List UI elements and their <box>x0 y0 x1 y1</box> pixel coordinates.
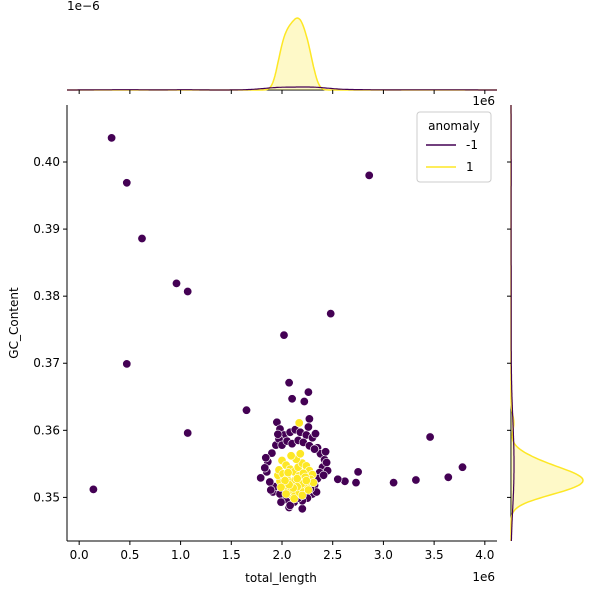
data-point <box>302 476 310 484</box>
data-point <box>300 397 308 405</box>
x-tick-label: 2.5 <box>323 548 342 562</box>
data-point <box>138 234 146 242</box>
x-tick-label: 0.0 <box>70 548 89 562</box>
x-axis-ticks: 0.0 0.5 1.0 1.5 2.0 2.5 3.0 3.5 4.0 <box>70 541 495 562</box>
right-marginal-kde-fill <box>511 105 583 541</box>
data-point <box>184 287 192 295</box>
y-axis-label: GC_Content <box>7 287 21 359</box>
data-point <box>296 450 304 458</box>
x-tick-label: 2.0 <box>272 548 291 562</box>
data-point <box>458 463 466 471</box>
data-point <box>412 476 420 484</box>
legend-label-anomaly-neg1: -1 <box>466 138 478 152</box>
x-tick-label: 0.5 <box>120 548 139 562</box>
data-point <box>305 415 313 423</box>
y-tick-label: 0.38 <box>33 289 60 303</box>
data-point <box>304 486 312 494</box>
y-tick-label: 0.36 <box>33 423 60 437</box>
data-point <box>123 179 131 187</box>
data-point <box>295 419 303 427</box>
data-point <box>319 471 327 479</box>
data-point <box>107 134 115 142</box>
data-point <box>322 458 330 466</box>
scatter-points <box>89 134 466 513</box>
y-tick-label: 0.35 <box>33 490 60 504</box>
data-point <box>184 429 192 437</box>
y-tick-label: 0.37 <box>33 356 60 370</box>
x-tick-label: 1.0 <box>171 548 190 562</box>
data-point <box>304 423 312 431</box>
data-point <box>311 430 319 438</box>
data-point <box>277 498 285 506</box>
x-tick-label: 1.5 <box>222 548 241 562</box>
y-tick-label: 0.39 <box>33 222 60 236</box>
data-point <box>274 430 282 438</box>
x-tick-label: 4.0 <box>475 548 494 562</box>
top-marginal-scale-label: 1e−6 <box>67 0 100 13</box>
data-point <box>266 478 274 486</box>
data-point <box>284 468 292 476</box>
x-axis-scale-label: 1e6 <box>472 570 495 584</box>
data-point <box>290 495 298 503</box>
data-point <box>287 452 295 460</box>
data-point <box>262 454 270 462</box>
legend: anomaly -1 1 <box>417 112 491 182</box>
y-tick-label: 0.40 <box>33 155 60 169</box>
legend-label-anomaly-1: 1 <box>466 160 474 174</box>
data-point <box>310 445 318 453</box>
data-point <box>261 464 269 472</box>
y-axis-ticks: 0.35 0.36 0.37 0.38 0.39 0.40 <box>33 155 67 504</box>
data-point <box>242 406 250 414</box>
data-point <box>298 505 306 513</box>
data-point <box>426 433 434 441</box>
data-point <box>267 486 275 494</box>
top-marginal-kde-fill <box>67 18 497 90</box>
data-point <box>172 279 180 287</box>
data-point <box>354 468 362 476</box>
x-tick-label: 3.5 <box>425 548 444 562</box>
data-point <box>352 478 360 486</box>
data-point <box>365 171 373 179</box>
data-point <box>288 395 296 403</box>
data-point <box>89 485 97 493</box>
data-point <box>293 474 301 482</box>
data-point <box>327 309 335 317</box>
x-tick-label: 3.0 <box>374 548 393 562</box>
data-point <box>123 360 131 368</box>
data-point <box>280 331 288 339</box>
x-axis-label: total_length <box>245 571 317 585</box>
data-point <box>444 473 452 481</box>
data-point <box>321 448 329 456</box>
data-point <box>334 475 342 483</box>
data-point <box>285 379 293 387</box>
legend-title: anomaly <box>428 119 480 133</box>
data-point <box>389 478 397 486</box>
data-point <box>304 388 312 396</box>
right-marginal-scale-label: 1e6 <box>472 94 495 108</box>
top-marginal: 1e−6 <box>67 0 497 94</box>
data-point <box>282 490 290 498</box>
